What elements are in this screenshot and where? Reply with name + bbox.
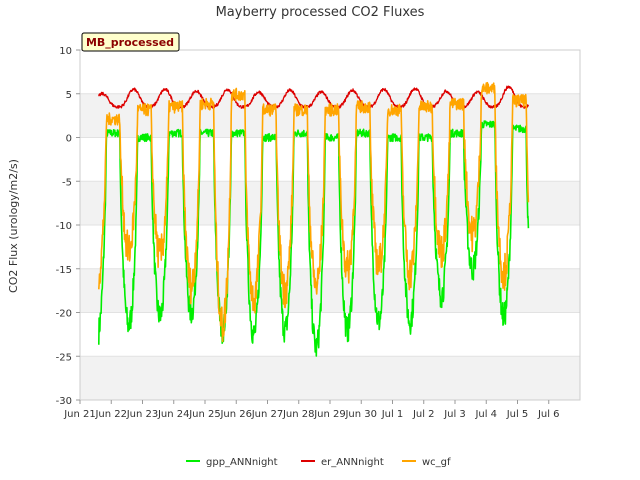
x-tick-label: Jun 26 [219, 409, 252, 420]
y-tick-label: -15 [56, 265, 72, 276]
y-tick-label: -5 [62, 177, 72, 188]
plot-band [80, 137, 580, 182]
y-tick-label: -20 [56, 309, 72, 320]
x-tick-label: Jul 6 [537, 409, 560, 420]
legend: gpp_ANNnight er_ANNnight wc_gf [186, 457, 451, 468]
x-tick-label: Jul 3 [443, 409, 466, 420]
series-line-wc_gf [98, 81, 530, 343]
chart-title: Mayberry processed CO2 Fluxes [216, 5, 425, 20]
x-tick-label: Jun 27 [251, 409, 284, 420]
badge-label: MB_processed [86, 36, 174, 49]
x-tick-label: Jun 24 [157, 409, 190, 420]
y-tick-label: 5 [66, 90, 72, 101]
dataset-badge: MB_processed [81, 32, 180, 52]
x-tick-label: Jul 1 [381, 409, 404, 420]
plot-band [80, 312, 580, 357]
legend-label-gpp_ANNnight: gpp_ANNnight [206, 457, 278, 468]
series-line-gpp_ANNnight [98, 120, 530, 357]
legend-label-wc_gf: wc_gf [422, 457, 451, 468]
y-axis-label: CO2 Flux (urology/m2/s) [7, 159, 20, 293]
y-axis: 10 5 0 -5 -10 -15 -20 -25 -30 [56, 46, 80, 407]
x-tick-label: Jul 4 [474, 409, 497, 420]
x-tick-label: Jul 2 [412, 409, 435, 420]
y-tick-label: -25 [56, 352, 72, 363]
y-tick-label: 10 [59, 46, 72, 57]
x-tick-label: Jun 28 [282, 409, 315, 420]
y-tick-label: -10 [56, 221, 72, 232]
x-tick-label: Jul 5 [506, 409, 529, 420]
plot-band [80, 356, 580, 400]
series-layer [98, 81, 530, 357]
x-tick-label: Jun 21 [63, 409, 96, 420]
x-tick-label: Jun 30 [344, 409, 377, 420]
x-axis: Jun 21 Jun 22 Jun 23 Jun 24 Jun 25 Jun 26 Jun … [63, 400, 560, 420]
x-tick-label: Jun 25 [188, 409, 221, 420]
y-tick-label: -30 [56, 396, 72, 407]
x-tick-label: Jun 22 [94, 409, 127, 420]
legend-label-er_ANNnight: er_ANNnight [321, 457, 384, 468]
y-tick-label: 0 [66, 134, 72, 145]
plot-band [80, 50, 580, 94]
x-tick-label: Jun 29 [313, 409, 346, 420]
x-tick-label: Jun 23 [126, 409, 159, 420]
badge-box [81, 32, 180, 52]
